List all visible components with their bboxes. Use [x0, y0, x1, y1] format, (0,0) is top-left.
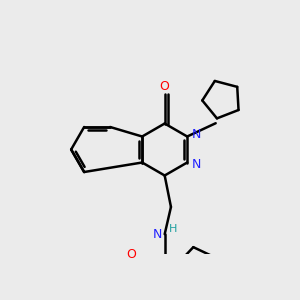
Text: N: N	[152, 228, 162, 241]
Text: N: N	[192, 158, 201, 171]
Text: O: O	[126, 248, 136, 261]
Text: N: N	[192, 128, 201, 141]
Text: H: H	[169, 224, 177, 234]
Text: O: O	[160, 80, 170, 93]
